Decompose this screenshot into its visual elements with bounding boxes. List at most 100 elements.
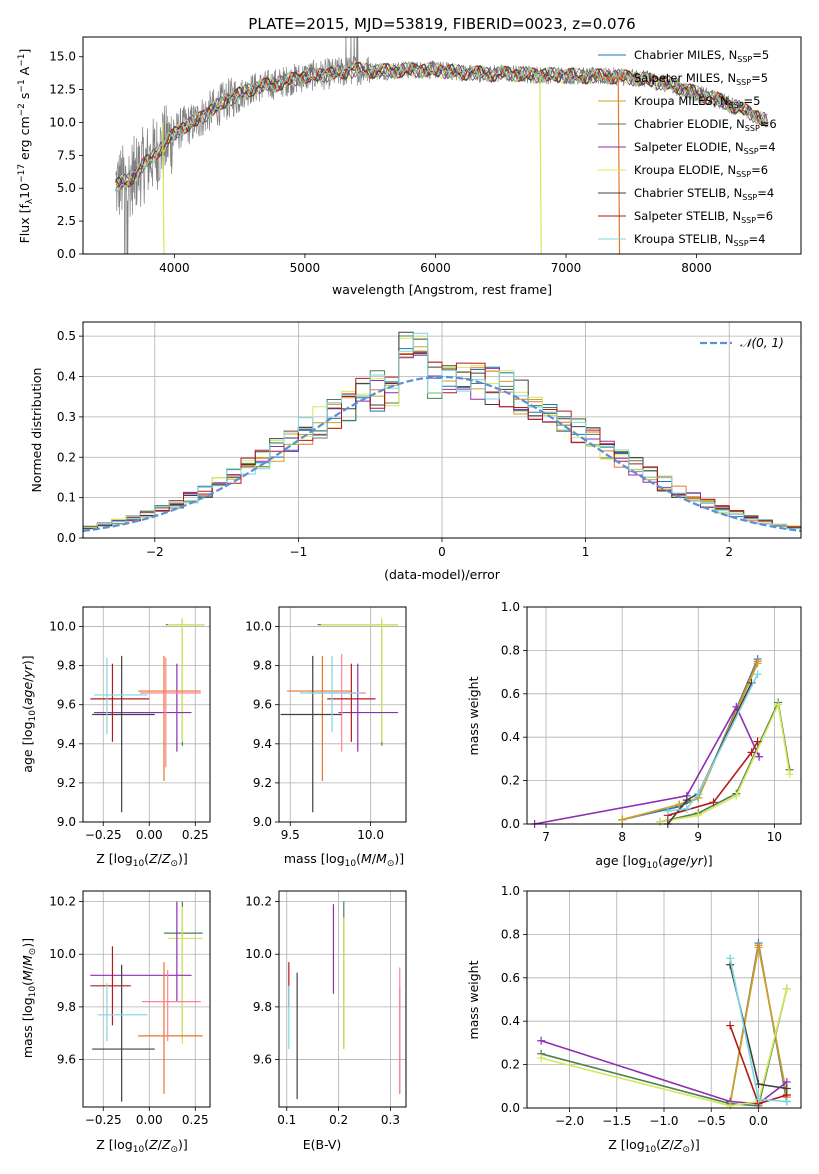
legend-entry: Chabrier STELIB, NSSP=4 [634, 186, 774, 202]
mass-weight-marker [618, 815, 627, 824]
spectrum-ylabel: Flux [fλ10−17 erg cm−2 s−1 A−1] [17, 49, 35, 244]
legend-entry: Kroupa MILES, NSSP=5 [634, 94, 760, 110]
mass-weight-marker [537, 1036, 546, 1045]
y-tick-label: 9.4 [57, 737, 76, 751]
x-tick-label: 0.00 [136, 1113, 163, 1127]
mass-weight-marker [774, 700, 783, 709]
histogram-ylabel: Normed distribution [29, 368, 44, 493]
y-tick-label: 0.8 [501, 643, 520, 657]
y-tick-label: 9.8 [57, 659, 76, 673]
mass-weight-marker [754, 1095, 763, 1104]
mass-weight-line [540, 1039, 788, 1105]
mass-weight-line [541, 988, 788, 1107]
mass-vs-metallicity-panel: −0.25 0.00 0.25 9.6 9.8 10.0 10.2 [49, 890, 211, 1127]
y-tick-label: 0.1 [57, 491, 76, 505]
y-tick-label: 9.0 [57, 815, 76, 829]
y-tick-label: 0.0 [501, 817, 520, 831]
y-tick-label: 10.0 [49, 947, 76, 961]
x-tick-label: 8000 [681, 261, 712, 275]
mass-weight-marker [782, 984, 791, 993]
y-tick-label: 9.2 [253, 776, 272, 790]
legend-entry: Salpeter ELODIE, NSSP=4 [634, 140, 776, 156]
y-tick-label: 0.6 [501, 687, 520, 701]
x-tick-label: −0.25 [85, 1113, 122, 1127]
model-dropout [539, 76, 542, 254]
y-tick-label: 10.2 [49, 895, 76, 909]
errorbar-point [140, 657, 201, 768]
mass-weight-marker [754, 943, 763, 952]
errorbar-point [94, 663, 192, 752]
model-spectrum-line [115, 61, 768, 192]
mass-weight-marker [732, 791, 741, 800]
errorbar-point [167, 618, 205, 742]
ebv-xlabel: E(B-V) [303, 1137, 342, 1152]
y-tick-label: 9.8 [253, 659, 272, 673]
errorbar-point [299, 655, 361, 733]
errorbar-point [327, 663, 376, 742]
y-tick-label: 9.6 [57, 698, 76, 712]
model-spectrum-line [115, 61, 768, 189]
errorbar-point [141, 970, 201, 1042]
y-tick-label: 9.6 [253, 1053, 272, 1067]
y-tick-label: 0.2 [501, 1058, 520, 1072]
x-tick-label: 7000 [551, 261, 582, 275]
y-tick-label: 1.0 [501, 600, 520, 614]
x-tick-label: −0.5 [697, 1114, 726, 1128]
y-tick-label: 0.0 [57, 531, 76, 545]
y-tick-label: 9.6 [57, 1053, 76, 1067]
x-tick-label: −2.0 [555, 1114, 584, 1128]
x-tick-label: −1.0 [649, 1114, 678, 1128]
x-tick-label: −1.5 [602, 1114, 631, 1128]
histogram-legend: 𝒩(0, 1) [700, 336, 784, 350]
y-tick-label: 15.0 [49, 50, 76, 64]
mass-weight-marker [782, 1097, 791, 1106]
y-tick-label: 0.2 [57, 450, 76, 464]
normal-reference-curve [82, 375, 802, 532]
y-tick-label: 0.3 [57, 410, 76, 424]
weight-age-ylabel: mass weight [466, 676, 481, 755]
legend-entry: Salpeter MILES, NSSP=5 [634, 71, 768, 87]
mass-weight-marker [753, 659, 762, 668]
spectrum-legend: Chabrier MILES, NSSP=5 Salpeter MILES, NS… [598, 48, 777, 248]
mass-weight-marker [675, 800, 684, 809]
mass-weight-marker [663, 806, 672, 815]
y-tick-label: 9.4 [253, 737, 272, 751]
x-tick-label: 0.1 [277, 1113, 296, 1127]
weight-z-xlabel: Z [log10(Z/Z⊙)] [608, 1137, 700, 1155]
errorbar-point [138, 655, 201, 781]
histogram-legend-label: 𝒩(0, 1) [740, 336, 784, 350]
mass-weight-marker [753, 670, 762, 679]
x-tick-label: 8 [618, 830, 626, 844]
mass-weight-marker [726, 1021, 735, 1030]
y-tick-label: 0.5 [57, 329, 76, 343]
weight-z-ylabel: mass weight [466, 960, 481, 1039]
y-tick-label: 0.0 [57, 247, 76, 261]
model-spectrum-line [115, 61, 768, 187]
spectrum-panel: PLATE=2015, MJD=53819, FIBERID=0023, z=0… [17, 15, 802, 297]
mass-weight-marker [682, 804, 691, 813]
y-tick-label: 0.2 [501, 774, 520, 788]
y-tick-label: 5.0 [57, 181, 76, 195]
errorbar-point [90, 663, 150, 742]
legend-entry: Chabrier ELODIE, NSSP=6 [634, 117, 777, 133]
y-tick-label: 1.0 [501, 884, 520, 898]
errorbar-point [92, 964, 155, 1102]
y-tick-label: 2.5 [57, 214, 76, 228]
mass-weight-marker [694, 811, 703, 820]
x-tick-label: 1 [582, 545, 590, 559]
x-tick-label: 9 [694, 830, 702, 844]
x-tick-label: 0.0 [749, 1114, 768, 1128]
model-spectrum-line [115, 61, 768, 192]
x-tick-label: 7 [542, 830, 550, 844]
errorbar-point [92, 655, 155, 813]
mass-z-xlabel: Z [log10(Z/Z⊙)] [96, 1137, 188, 1155]
mass-weight-marker [709, 798, 718, 807]
y-tick-label: 9.0 [253, 815, 272, 829]
x-tick-label: 4000 [159, 261, 190, 275]
x-tick-label: −0.25 [85, 828, 122, 842]
x-tick-label: 0.25 [182, 828, 209, 842]
errorbar-point [320, 618, 398, 742]
age-vs-mass-panel: 9.5 10.0 9.0 9.2 9.4 9.6 9.8 10.0 [245, 606, 407, 842]
y-tick-label: 0.4 [501, 1014, 520, 1028]
